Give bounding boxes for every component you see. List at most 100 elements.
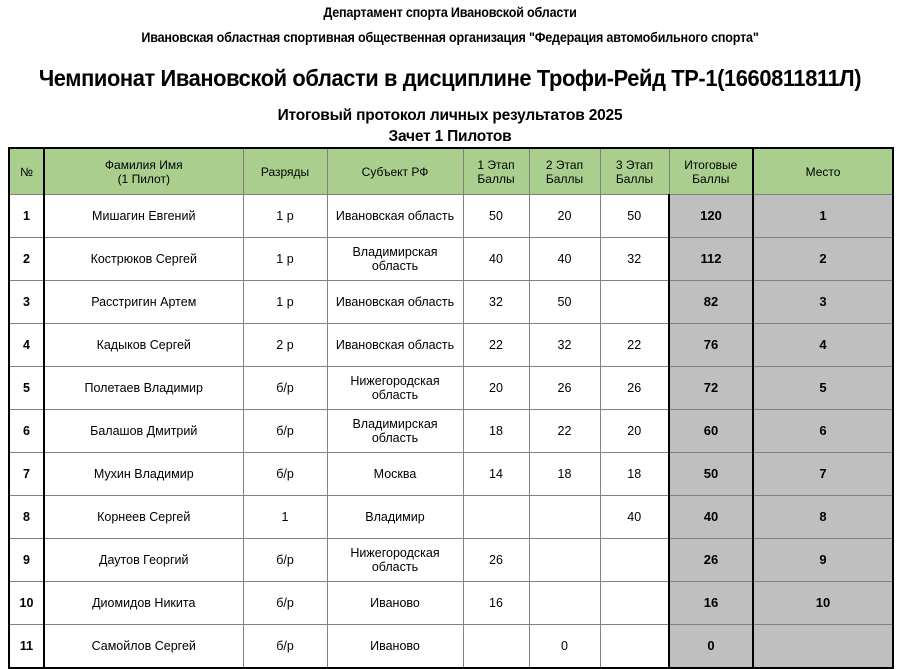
table-row: 3 Расстригин Артем 1 р Ивановская область 32… (8, 280, 894, 324)
cell-stage3: 18 (599, 452, 670, 496)
cell-rank: 1 р (242, 194, 328, 238)
cell-num: 5 (8, 366, 45, 410)
cell-rank: 1 р (242, 237, 328, 281)
column-header-label: Итоговые (684, 157, 738, 172)
table-row: 6 Балашов Дмитрий б/р Владимирская область 1… (8, 409, 894, 453)
cell-rank: 2 р (242, 323, 328, 367)
cell-name: Кадыков Сергей (43, 323, 244, 367)
cell-stage2: 32 (528, 323, 601, 367)
cell-stage1: 18 (462, 409, 530, 453)
column-header-label: Место (805, 164, 841, 179)
column-header-stage1: 1 Этап Баллы (462, 147, 530, 195)
cell-stage1: 40 (462, 237, 530, 281)
cell-name: Расстригин Артем (43, 280, 244, 324)
cell-subject: Нижегородская область (326, 366, 464, 410)
cell-subject: Ивановская область (326, 194, 464, 238)
cell-num: 1 (8, 194, 45, 238)
cell-stage2: 20 (528, 194, 601, 238)
column-header-sublabel: Баллы (477, 171, 515, 186)
cell-rank: б/р (242, 366, 328, 410)
table-row: 5 Полетаев Владимир б/р Нижегородская облас… (8, 366, 894, 410)
cell-place: 4 (752, 323, 894, 367)
cell-rank: б/р (242, 624, 328, 669)
table-row: 4 Кадыков Сергей 2 р Ивановская область 22 32… (8, 323, 894, 367)
cell-num: 4 (8, 323, 45, 367)
cell-stage3: 26 (599, 366, 670, 410)
cell-stage2 (528, 495, 601, 539)
cell-stage3: 50 (599, 194, 670, 238)
table-row: 1 Мишагин Евгений 1 р Ивановская область 50 2… (8, 194, 894, 238)
cell-subject: Ивановская область (326, 280, 464, 324)
cell-stage2: 50 (528, 280, 601, 324)
cell-subject: Ивановская область (326, 323, 464, 367)
column-header-place: Место (752, 147, 894, 195)
cell-stage1 (462, 495, 530, 539)
cell-num: 7 (8, 452, 45, 496)
classification-subtitle: Зачет 1 Пилотов (388, 128, 512, 145)
cell-subject: Москва (326, 452, 464, 496)
cell-place (752, 624, 894, 669)
cell-subject: Владимирская область (326, 237, 464, 281)
column-header-label: № (20, 164, 33, 179)
cell-place: 1 (752, 194, 894, 238)
column-header-sublabel: Баллы (615, 171, 654, 186)
cell-rank: 1 р (242, 280, 328, 324)
cell-total: 16 (668, 581, 754, 625)
cell-name: Полетаев Владимир (43, 366, 244, 410)
column-header-sublabel: Баллы (545, 171, 584, 186)
column-header-sublabel: Баллы (692, 171, 730, 186)
table-row: 8 Корнеев Сергей 1 Владимир 40 40 8 (8, 495, 894, 539)
cell-stage2: 22 (528, 409, 601, 453)
cell-stage2 (528, 538, 601, 582)
table-row: 11 Самойлов Сергей б/р Иваново 0 0 (8, 624, 894, 669)
column-header-stage3: 3 Этап Баллы (599, 147, 670, 195)
cell-name: Мишагин Евгений (43, 194, 244, 238)
cell-num: 11 (8, 624, 45, 669)
protocol-subtitle: Итоговый протокол личных результатов 202… (277, 107, 623, 124)
cell-total: 0 (668, 624, 754, 669)
cell-place: 10 (752, 581, 894, 625)
page-title: Чемпионат Ивановской области в дисциплин… (38, 65, 862, 91)
cell-place: 6 (752, 409, 894, 453)
cell-place: 3 (752, 280, 894, 324)
cell-rank: б/р (242, 409, 328, 453)
table-row: 7 Мухин Владимир б/р Москва 14 18 18 50 7 (8, 452, 894, 496)
cell-subject: Владимирская область (326, 409, 464, 453)
cell-total: 82 (668, 280, 754, 324)
cell-stage3 (599, 624, 670, 669)
column-header-label: Фамилия Имя (104, 157, 183, 172)
cell-num: 6 (8, 409, 45, 453)
cell-stage3 (599, 280, 670, 324)
cell-name: Кострюков Сергей (43, 237, 244, 281)
cell-num: 8 (8, 495, 45, 539)
column-header-label: Субъект РФ (361, 164, 429, 179)
table-row: 10 Диомидов Никита б/р Иваново 16 16 10 (8, 581, 894, 625)
cell-name: Мухин Владимир (43, 452, 244, 496)
cell-subject: Иваново (326, 624, 464, 669)
column-header-total: Итоговые Баллы (668, 147, 754, 195)
cell-rank: б/р (242, 452, 328, 496)
cell-total: 40 (668, 495, 754, 539)
organization-line: Ивановская областная спортивная обществе… (141, 30, 759, 45)
cell-rank: б/р (242, 581, 328, 625)
table-header-row: № Фамилия Имя (1 Пилот) Разряды Субъект РФ 1 … (8, 147, 894, 195)
cell-stage1: 16 (462, 581, 530, 625)
column-header-num: № (8, 147, 45, 195)
cell-stage2: 0 (528, 624, 601, 669)
cell-total: 50 (668, 452, 754, 496)
cell-stage1: 50 (462, 194, 530, 238)
cell-num: 10 (8, 581, 45, 625)
column-header-label: Разряды (260, 164, 310, 179)
cell-num: 3 (8, 280, 45, 324)
column-header-label: 1 Этап (477, 157, 515, 172)
cell-place: 9 (752, 538, 894, 582)
cell-rank: 1 (242, 495, 328, 539)
cell-name: Даутов Георгий (43, 538, 244, 582)
table-row: 9 Даутов Георгий б/р Нижегородская область 2… (8, 538, 894, 582)
cell-place: 8 (752, 495, 894, 539)
table-body: 1 Мишагин Евгений 1 р Ивановская область 50 2… (8, 194, 894, 669)
column-header-label: 3 Этап (615, 157, 654, 172)
cell-stage1: 32 (462, 280, 530, 324)
column-header-rank: Разряды (242, 147, 328, 195)
cell-total: 120 (668, 194, 754, 238)
